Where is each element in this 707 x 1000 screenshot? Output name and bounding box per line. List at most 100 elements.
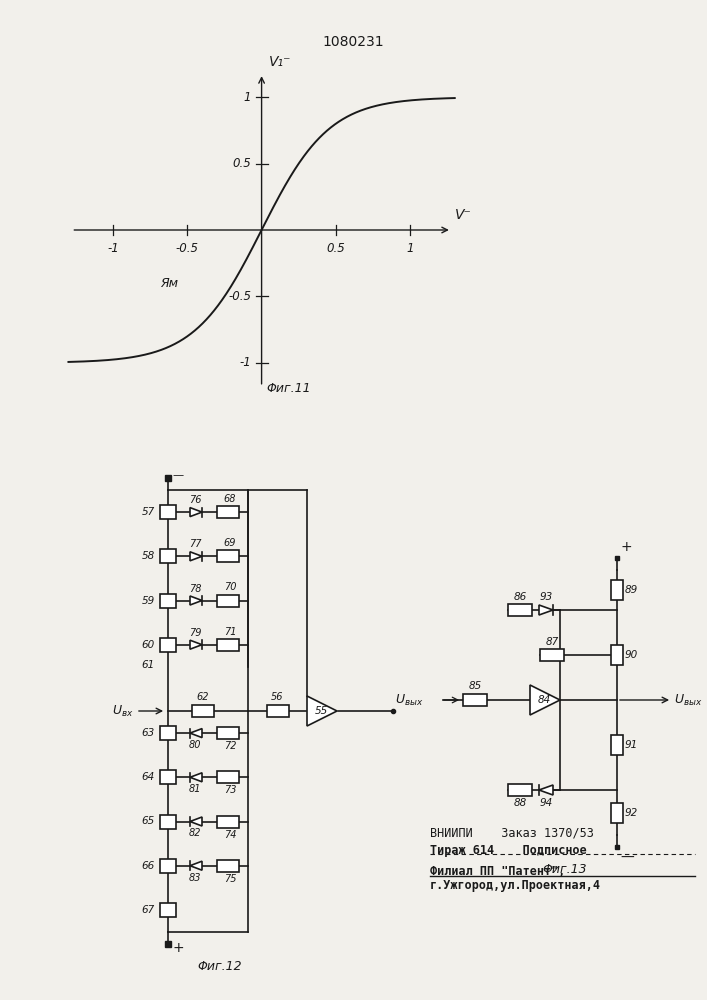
Polygon shape <box>190 596 202 605</box>
Text: 80: 80 <box>189 740 201 750</box>
Text: +: + <box>620 540 631 554</box>
Text: -1: -1 <box>107 242 119 255</box>
Text: Φиг.11: Φиг.11 <box>266 382 310 395</box>
Text: -0.5: -0.5 <box>228 290 251 303</box>
Bar <box>160 770 176 784</box>
Text: 68: 68 <box>223 494 236 504</box>
Bar <box>160 726 176 740</box>
Text: 69: 69 <box>223 538 236 548</box>
Polygon shape <box>190 552 202 561</box>
Text: 94: 94 <box>539 798 553 808</box>
Bar <box>160 593 176 607</box>
Text: Ям: Ям <box>160 277 179 290</box>
Text: 86: 86 <box>513 592 527 602</box>
Polygon shape <box>190 640 202 649</box>
Text: $U_{вых}$: $U_{вых}$ <box>395 693 423 708</box>
Text: 59: 59 <box>141 595 155 605</box>
Text: 0.5: 0.5 <box>233 157 251 170</box>
Text: 88: 88 <box>513 798 527 808</box>
Text: -1: -1 <box>240 356 251 369</box>
Polygon shape <box>190 508 202 517</box>
Bar <box>160 903 176 917</box>
Text: Φиг.12: Φиг.12 <box>198 960 243 973</box>
Bar <box>217 594 239 606</box>
Text: 79: 79 <box>189 628 201 638</box>
Text: V⁻: V⁻ <box>455 208 472 222</box>
Text: 75: 75 <box>223 874 236 884</box>
Text: $U_{вх}$: $U_{вх}$ <box>112 703 134 719</box>
Text: 62: 62 <box>197 692 209 702</box>
Text: 61: 61 <box>141 660 155 670</box>
Text: 65: 65 <box>141 816 155 826</box>
Text: 82: 82 <box>189 828 201 838</box>
Bar <box>611 645 623 665</box>
Text: V₁⁻: V₁⁻ <box>269 55 291 69</box>
Bar <box>611 735 623 755</box>
Text: 92: 92 <box>625 808 638 818</box>
Text: 1: 1 <box>407 242 414 255</box>
Text: 73: 73 <box>223 785 236 795</box>
Bar <box>611 580 623 600</box>
Bar <box>217 816 239 828</box>
Bar <box>217 550 239 562</box>
Text: 66: 66 <box>141 861 155 871</box>
Text: 77: 77 <box>189 539 201 549</box>
Text: 71: 71 <box>223 627 236 637</box>
Polygon shape <box>530 685 560 715</box>
Text: г.Ужгород,ул.Проектная,4: г.Ужгород,ул.Проектная,4 <box>430 879 601 892</box>
Text: $U_{вых}$: $U_{вых}$ <box>674 692 703 708</box>
Text: -0.5: -0.5 <box>176 242 199 255</box>
Text: 83: 83 <box>189 873 201 883</box>
Polygon shape <box>539 605 553 615</box>
Bar <box>540 649 564 661</box>
Bar <box>611 802 623 822</box>
Text: 90: 90 <box>625 650 638 660</box>
Text: 57: 57 <box>141 507 155 517</box>
Polygon shape <box>190 729 202 738</box>
Text: ВНИИПИ    Заказ 1370/53: ВНИИПИ Заказ 1370/53 <box>430 826 594 839</box>
Bar <box>267 705 288 717</box>
Bar <box>160 638 176 652</box>
Bar <box>217 860 239 872</box>
Bar <box>508 784 532 796</box>
Polygon shape <box>190 773 202 782</box>
Bar <box>217 506 239 518</box>
Text: 70: 70 <box>223 582 236 592</box>
Bar <box>160 505 176 519</box>
Text: 93: 93 <box>539 592 553 602</box>
Bar <box>217 727 239 739</box>
Text: 55: 55 <box>315 706 327 716</box>
Text: 67: 67 <box>141 905 155 915</box>
Polygon shape <box>190 861 202 870</box>
Text: 1: 1 <box>244 91 251 104</box>
Polygon shape <box>190 817 202 826</box>
Text: 87: 87 <box>545 637 559 647</box>
Bar <box>160 814 176 828</box>
Text: 84: 84 <box>537 695 551 705</box>
Text: —: — <box>620 851 633 865</box>
Text: +: + <box>172 941 184 955</box>
Text: Φиг.13: Φиг.13 <box>543 863 588 876</box>
Text: 81: 81 <box>189 784 201 794</box>
Bar <box>160 859 176 873</box>
Bar <box>508 604 532 616</box>
Bar <box>217 771 239 783</box>
Text: 72: 72 <box>223 741 236 751</box>
Text: 89: 89 <box>625 585 638 595</box>
Text: Филиал ПП "Патент",: Филиал ПП "Патент", <box>430 865 566 878</box>
Text: —: — <box>172 470 183 480</box>
Text: 63: 63 <box>141 728 155 738</box>
Polygon shape <box>307 696 337 726</box>
Text: 64: 64 <box>141 772 155 782</box>
Text: 76: 76 <box>189 495 201 505</box>
Bar <box>160 549 176 563</box>
Bar <box>217 639 239 651</box>
Text: 85: 85 <box>468 681 481 691</box>
Polygon shape <box>539 785 553 795</box>
Bar <box>192 705 214 717</box>
Text: 74: 74 <box>223 830 236 840</box>
Text: 0.5: 0.5 <box>327 242 345 255</box>
Bar <box>463 694 487 706</box>
Text: 58: 58 <box>141 551 155 561</box>
Text: Тираж 614    Подписное: Тираж 614 Подписное <box>430 844 587 857</box>
